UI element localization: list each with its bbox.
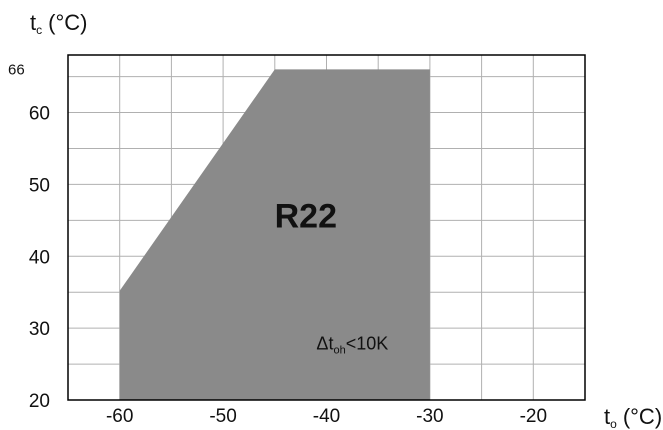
x-axis-label: to (°C) xyxy=(604,404,662,430)
x-axis-label-main: t xyxy=(604,404,610,429)
superheat-note: Δtoh<10K xyxy=(316,334,388,357)
y-axis-label-main: t xyxy=(30,10,36,35)
superheat-note-rest: <10K xyxy=(346,334,389,354)
x-tick-label: -20 xyxy=(520,406,547,427)
y-tick-label: 60 xyxy=(29,104,50,125)
y-axis-label-unit: (°C) xyxy=(48,10,87,35)
plot-frame xyxy=(67,54,586,401)
x-tick-labels: -60 -50 -40 -30 -20 xyxy=(106,406,547,427)
envelope-region xyxy=(119,69,430,400)
y-tick-labels: 20 30 40 50 60 66 xyxy=(8,61,50,412)
x-tick-label: -30 xyxy=(416,406,443,427)
refrigerant-label: R22 xyxy=(275,198,337,236)
y-tick-label: 66 xyxy=(8,61,25,78)
x-tick-label: -50 xyxy=(209,406,236,427)
y-tick-label: 40 xyxy=(29,247,50,268)
superheat-note-sub: oh xyxy=(333,345,345,357)
y-axis-label-sub: c xyxy=(36,23,42,37)
x-axis-label-sub: o xyxy=(610,417,617,430)
superheat-note-main: Δt xyxy=(316,334,333,354)
y-axis-label: tc (°C) xyxy=(30,10,87,37)
x-tick-label: -60 xyxy=(106,406,133,427)
y-tick-label: 20 xyxy=(29,391,50,412)
x-tick-label: -40 xyxy=(313,406,340,427)
x-axis-label-unit: (°C) xyxy=(623,404,662,429)
y-tick-label: 50 xyxy=(29,175,50,196)
y-tick-label: 30 xyxy=(29,319,50,340)
